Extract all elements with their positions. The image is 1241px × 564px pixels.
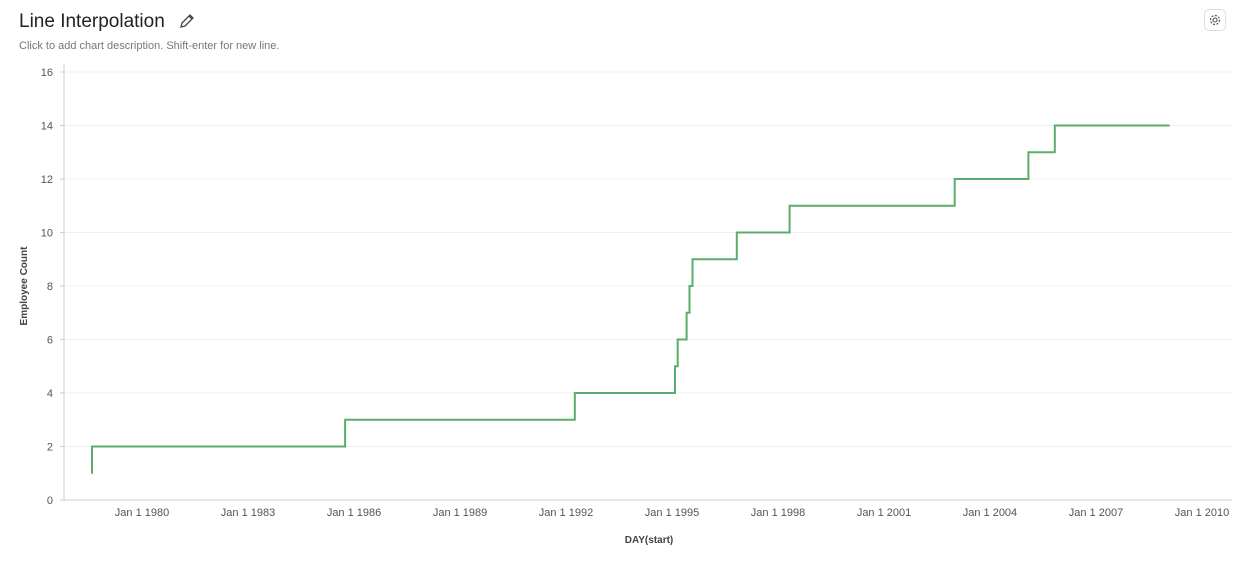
x-tick-label: Jan 1 2007 xyxy=(1069,507,1123,519)
x-tick-label: Jan 1 1986 xyxy=(327,507,381,519)
y-tick-label: 4 xyxy=(47,388,53,400)
series-line xyxy=(91,124,1170,475)
x-tick-label: Jan 1 1980 xyxy=(115,507,169,519)
x-tick-label: Jan 1 2010 xyxy=(1175,507,1229,519)
settings-button[interactable] xyxy=(1204,9,1226,31)
x-tick-label: Jan 1 2004 xyxy=(963,507,1017,519)
x-tick-label: Jan 1 1992 xyxy=(539,507,593,519)
chart-title[interactable]: Line Interpolation xyxy=(19,11,165,32)
y-tick-label: 12 xyxy=(41,174,53,186)
chart-description[interactable]: Click to add chart description. Shift-en… xyxy=(19,40,280,52)
y-tick-label: 10 xyxy=(41,228,53,240)
gear-icon xyxy=(1209,14,1221,26)
y-tick-label: 2 xyxy=(47,442,53,454)
pencil-icon[interactable] xyxy=(178,12,196,30)
x-tick-label: Jan 1 2001 xyxy=(857,507,911,519)
x-axis-label: DAY(start) xyxy=(625,535,674,546)
x-tick-label: Jan 1 1998 xyxy=(751,507,805,519)
y-axis-label: Employee Count xyxy=(19,246,30,326)
y-tick-label: 6 xyxy=(47,335,53,347)
x-tick-label: Jan 1 1989 xyxy=(433,507,487,519)
x-tick-label: Jan 1 1995 xyxy=(645,507,699,519)
y-tick-label: 16 xyxy=(41,67,53,79)
y-tick-label: 0 xyxy=(47,495,53,507)
y-tick-label: 14 xyxy=(41,121,53,133)
x-tick-label: Jan 1 1983 xyxy=(221,507,275,519)
y-tick-label: 8 xyxy=(47,281,53,293)
